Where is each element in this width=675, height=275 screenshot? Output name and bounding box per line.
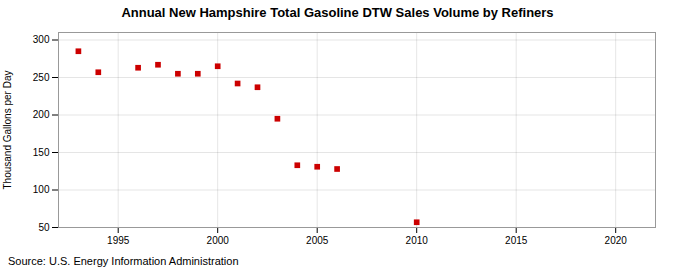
svg-text:250: 250: [33, 72, 50, 83]
html-text:Annual New Hampshire Total Gas: Annual New Hampshire Total Gasoline DTW …: [121, 5, 554, 20]
svg-text:2020: 2020: [605, 235, 628, 246]
svg-text:150: 150: [33, 147, 50, 158]
svg-text:2005: 2005: [306, 235, 329, 246]
svg-text:200: 200: [33, 109, 50, 120]
html-text:Source: U.S. Energy Informatio: Source: U.S. Energy Information Administ…: [8, 255, 239, 267]
svg-text:2015: 2015: [505, 235, 528, 246]
svg-text:300: 300: [33, 34, 50, 45]
svg-text:Thousand Gallons per Day: Thousand Gallons per Day: [2, 71, 13, 190]
svg-text:2000: 2000: [207, 235, 230, 246]
svg-text:1995: 1995: [107, 235, 130, 246]
svg-text:2010: 2010: [406, 235, 429, 246]
svg-text:100: 100: [33, 184, 50, 195]
svg-text:50: 50: [38, 222, 50, 233]
